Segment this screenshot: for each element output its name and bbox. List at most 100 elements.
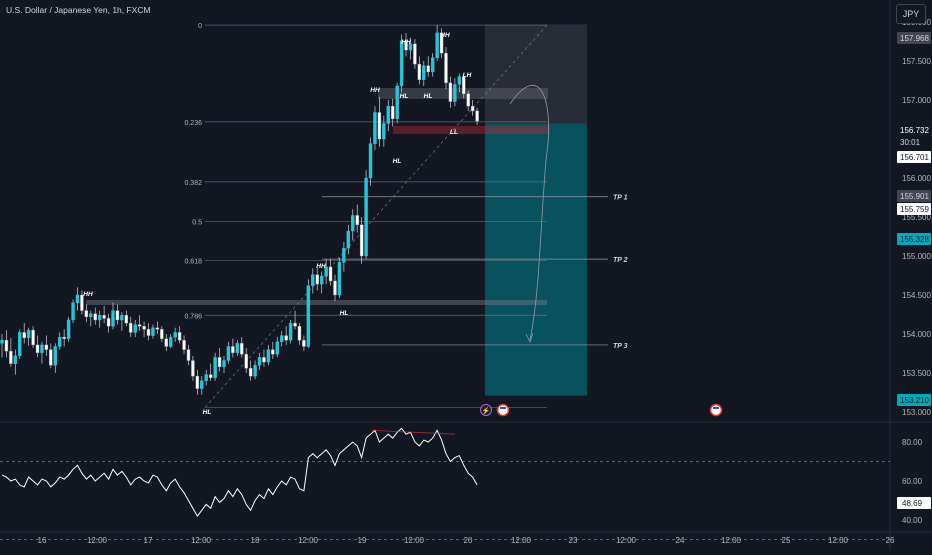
time-label-0: 16	[38, 536, 47, 545]
currency-button[interactable]: JPY	[896, 4, 926, 24]
levels	[204, 24, 608, 408]
candle-body-69	[306, 285, 311, 347]
candle-body-68	[302, 340, 306, 347]
rsi-current-box	[897, 497, 931, 510]
price-tick-label-2: 157.000	[902, 96, 931, 105]
price-tick-label-6: 155.000	[902, 252, 931, 261]
candle-body-48	[213, 357, 217, 378]
time-label-9: 12:00	[511, 536, 532, 545]
price-label-7: 153.210	[900, 396, 929, 405]
candle-body-87	[386, 106, 390, 124]
fib-label-2: 0.382	[184, 180, 202, 187]
candle-body-72	[319, 276, 324, 285]
candle-body-70	[311, 274, 315, 286]
price-label-0: 157.968	[900, 34, 929, 43]
candle-body-66	[293, 322, 297, 327]
candle-body-94	[417, 63, 422, 80]
candles	[0, 25, 479, 395]
time-label-1: 12:00	[87, 536, 108, 545]
candle-body-37	[164, 338, 168, 347]
candle-body-55	[244, 354, 248, 369]
structure-label-3: HL	[340, 310, 349, 317]
candle-body-45	[200, 380, 204, 389]
lightning-event-icon[interactable]	[480, 404, 492, 416]
lightning-glyph: ⚡	[482, 406, 491, 415]
candle-body-52	[231, 346, 235, 353]
candle-body-11	[49, 349, 53, 366]
candle-body-61	[271, 349, 275, 355]
candle-body-84	[373, 112, 377, 144]
candle-body-39	[173, 332, 177, 338]
candle-body-63	[280, 335, 284, 342]
candle-body-38	[169, 336, 173, 347]
candle-body-58	[257, 357, 262, 366]
candle-body-14	[62, 336, 66, 339]
price-tick-label-5: 155.500	[902, 213, 931, 222]
time-label-15: 12:00	[828, 536, 849, 545]
time-label-14: 25	[782, 536, 791, 545]
fib-label-1: 0.236	[184, 120, 202, 127]
price-label-box-7	[897, 394, 931, 406]
candle-body-88	[391, 106, 395, 119]
fib-diagonal	[204, 24, 548, 408]
candle-body-56	[248, 368, 253, 377]
candle-body-28	[124, 315, 129, 324]
candle-body-13	[58, 336, 62, 347]
candle-body-18	[80, 294, 84, 311]
candle-body-2	[9, 350, 13, 364]
candle-body-105	[466, 93, 470, 107]
us-flag-stripe-0	[500, 407, 506, 409]
candle-body-97	[430, 57, 435, 73]
candle-body-22	[97, 315, 102, 321]
candle-body-29	[129, 322, 133, 333]
candle-body-17	[75, 294, 80, 303]
price-tick-label-8: 154.000	[902, 330, 931, 339]
rsi-pane[interactable]	[0, 427, 890, 540]
projection-arrowhead	[525, 332, 534, 344]
time-label-10: 23	[569, 536, 578, 545]
rsi-tick-label-1: 60.00	[902, 477, 923, 486]
us-flag-event-icon-1[interactable]	[709, 403, 723, 417]
structure-label-11: HL	[400, 93, 409, 100]
time-label-6: 19	[358, 536, 367, 545]
candle-body-64	[284, 335, 288, 341]
price-label-1: 156.732	[900, 126, 929, 135]
candle-body-101	[448, 82, 453, 102]
candle-body-50	[222, 360, 226, 367]
candle-body-12	[53, 346, 57, 366]
structure-label-4: HH	[370, 87, 380, 94]
candle-body-103	[457, 76, 462, 85]
candle-body-24	[106, 318, 111, 327]
candle-body-89	[395, 85, 399, 119]
structure-label-0: HH	[83, 291, 93, 298]
us-flag-event-icon-0[interactable]	[496, 403, 510, 417]
candle-body-33	[146, 329, 151, 336]
candle-body-91	[404, 40, 408, 51]
candle-body-7	[31, 329, 35, 346]
structure-label-5: HL	[393, 158, 402, 165]
candle-body-57	[253, 365, 257, 377]
ll-zone	[393, 126, 550, 134]
candle-body-73	[324, 266, 328, 277]
candle-body-71	[315, 274, 319, 285]
price-tick-label-1: 157.500	[902, 57, 931, 66]
price-label-box-4	[897, 190, 931, 202]
stop-loss-zone	[485, 24, 587, 124]
candle-body-67	[297, 326, 302, 341]
take-profit-zone	[485, 123, 587, 396]
candle-body-27	[120, 315, 124, 321]
candle-body-96	[426, 65, 430, 73]
price-label-box-3	[897, 151, 931, 163]
candle-body-16	[71, 302, 75, 321]
candle-body-59	[262, 357, 266, 363]
target-label-0: TP 1	[613, 195, 628, 202]
candle-body-5	[22, 332, 26, 339]
price-label-3: 156.701	[900, 153, 929, 162]
structure-label-10: LL	[450, 129, 458, 136]
candle-body-36	[160, 329, 164, 339]
price-label-4: 155.901	[900, 192, 929, 201]
